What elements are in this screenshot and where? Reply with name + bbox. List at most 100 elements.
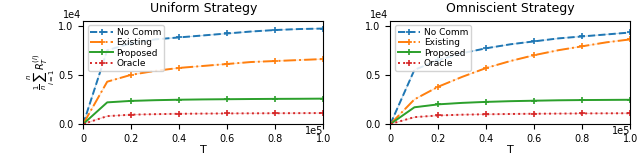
Proposed <box>506 100 514 102</box>
Proposed <box>554 99 562 101</box>
Proposed <box>104 101 111 103</box>
No Comm <box>602 34 610 35</box>
Existing <box>296 59 303 61</box>
Existing <box>79 123 87 125</box>
Text: 1e5: 1e5 <box>305 126 323 136</box>
No Comm <box>200 35 207 36</box>
No Comm <box>627 31 634 33</box>
Proposed <box>483 101 490 103</box>
No Comm <box>151 38 159 40</box>
Existing <box>151 70 159 72</box>
No Comm <box>127 42 135 44</box>
Line: Proposed: Proposed <box>387 96 634 128</box>
Line: Existing: Existing <box>387 36 634 128</box>
Line: No Comm: No Comm <box>387 29 634 128</box>
Oracle <box>127 114 135 116</box>
Existing <box>483 67 490 69</box>
Oracle <box>151 113 159 115</box>
No Comm <box>296 28 303 30</box>
Proposed <box>411 106 419 108</box>
No Comm <box>579 35 586 37</box>
Existing <box>458 76 466 78</box>
Proposed <box>79 123 87 125</box>
No Comm <box>435 59 442 61</box>
Line: Existing: Existing <box>80 56 326 128</box>
Proposed <box>271 98 279 100</box>
No Comm <box>554 37 562 39</box>
Oracle <box>411 116 419 118</box>
Proposed <box>127 100 135 102</box>
Proposed <box>531 100 538 102</box>
Existing <box>247 61 255 63</box>
Proposed <box>602 99 610 101</box>
Existing <box>602 41 610 43</box>
No Comm <box>387 123 394 125</box>
Oracle <box>319 112 327 114</box>
Proposed <box>387 123 394 125</box>
Proposed <box>296 98 303 100</box>
Oracle <box>579 112 586 114</box>
No Comm <box>79 123 87 125</box>
Proposed <box>175 99 183 101</box>
Existing <box>435 86 442 88</box>
Existing <box>506 60 514 62</box>
Existing <box>200 65 207 67</box>
Existing <box>411 98 419 100</box>
Proposed <box>200 98 207 100</box>
No Comm <box>506 43 514 45</box>
No Comm <box>247 31 255 32</box>
Existing <box>223 63 231 65</box>
Legend: No Comm, Existing, Proposed, Oracle: No Comm, Existing, Proposed, Oracle <box>88 25 164 71</box>
Text: 1e4: 1e4 <box>370 10 388 20</box>
Line: Proposed: Proposed <box>80 95 326 128</box>
Oracle <box>387 123 394 125</box>
Existing <box>104 81 111 83</box>
Proposed <box>247 98 255 100</box>
No Comm <box>223 32 231 34</box>
No Comm <box>411 69 419 71</box>
No Comm <box>271 29 279 31</box>
Oracle <box>79 123 87 125</box>
Proposed <box>579 99 586 101</box>
Oracle <box>627 112 634 114</box>
Oracle <box>223 112 231 114</box>
Existing <box>579 45 586 47</box>
X-axis label: T: T <box>507 145 514 155</box>
Oracle <box>602 112 610 114</box>
Legend: No Comm, Existing, Proposed, Oracle: No Comm, Existing, Proposed, Oracle <box>395 25 471 71</box>
Existing <box>319 58 327 60</box>
No Comm <box>483 47 490 49</box>
No Comm <box>319 28 327 30</box>
Proposed <box>223 98 231 100</box>
Oracle <box>271 112 279 114</box>
Existing <box>127 74 135 76</box>
No Comm <box>531 40 538 42</box>
No Comm <box>104 49 111 51</box>
Oracle <box>506 113 514 115</box>
No Comm <box>175 36 183 38</box>
Oracle <box>458 114 466 116</box>
Oracle <box>104 115 111 117</box>
Oracle <box>483 113 490 115</box>
Proposed <box>319 98 327 100</box>
Proposed <box>151 99 159 101</box>
Oracle <box>296 112 303 114</box>
Oracle <box>531 113 538 115</box>
Y-axis label: $\frac{1}{n}\sum_{i=1}^{n} R_T^{(i)}$: $\frac{1}{n}\sum_{i=1}^{n} R_T^{(i)}$ <box>25 54 57 90</box>
No Comm <box>458 52 466 54</box>
Line: Oracle: Oracle <box>387 110 634 128</box>
Oracle <box>247 112 255 114</box>
Text: 1e4: 1e4 <box>63 10 81 20</box>
Line: No Comm: No Comm <box>80 25 326 128</box>
Title: Uniform Strategy: Uniform Strategy <box>150 2 257 15</box>
X-axis label: T: T <box>200 145 207 155</box>
Existing <box>387 123 394 125</box>
Proposed <box>458 102 466 104</box>
Oracle <box>554 113 562 114</box>
Proposed <box>627 99 634 101</box>
Existing <box>627 38 634 40</box>
Existing <box>554 49 562 51</box>
Text: 1e5: 1e5 <box>612 126 630 136</box>
Existing <box>175 67 183 69</box>
Oracle <box>175 113 183 115</box>
